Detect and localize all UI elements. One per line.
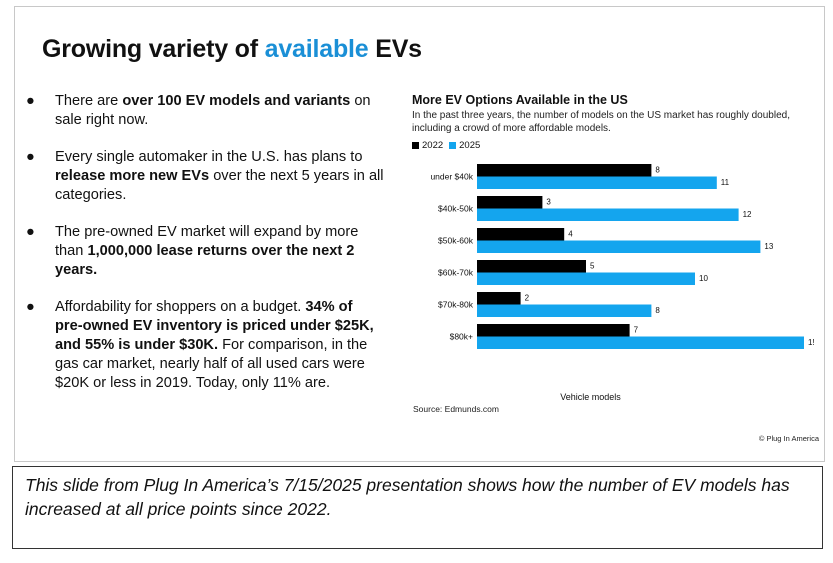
bullet-text: There are [55,93,123,109]
bar-2025 [477,208,739,221]
bullet-text: Affordability for shoppers on a budget. [55,299,306,315]
data-label-2022: 3 [546,197,551,206]
bullet-marker: ● [26,299,35,315]
bullet-list: ● There are over 100 EV models and varian… [26,92,384,411]
bullet-text: The pre-owned EV market will expand by m… [55,224,359,259]
bullet-text: Every single automaker in the U.S. has p… [55,149,363,165]
bullet-text: on sale right now. [55,93,371,128]
legend-item-2022: 2022 [412,140,443,151]
data-label-2025: 13 [764,242,773,251]
title-highlight: available [264,35,369,63]
chart-legend: 2022 2025 [412,140,480,151]
caption-box: This slide from Plug In America’s 7/15/2… [12,466,823,549]
category-label: $50k-60k [438,236,474,246]
data-label-2022: 7 [634,325,639,334]
bar-2025 [477,304,652,317]
category-label: $40k-50k [438,204,474,214]
chart-subtitle: In the past three years, the number of m… [412,110,790,134]
data-label-2022: 5 [590,261,595,270]
bullet-item: ● The pre-owned EV market will expand by … [26,223,384,280]
bar-chart: under $40k 8 11 $40k-50k 3 12 $50k-60k 4 13 $60k-… [430,164,815,402]
legend-label-2022: 2022 [422,140,444,151]
bar-2022 [477,324,630,337]
slide-title: Growing variety of available EVs [42,35,422,64]
legend-item-2025: 2025 [449,140,480,151]
copyright: © Plug In America [758,434,819,443]
data-label-2025: 8 [655,306,660,315]
data-label-2022: 8 [655,165,660,174]
bullet-bold-text: 1,000,000 lease returns over the next 2 … [55,243,355,278]
bullet-marker: ● [26,93,35,109]
bullet-item: ● Every single automaker in the U.S. has … [26,148,384,205]
title-text: Growing variety of [42,35,265,63]
data-label-2022: 2 [525,293,530,302]
category-label: $80k+ [450,332,473,342]
title-suffix: EVs [368,35,422,63]
bar-2025 [477,336,804,349]
data-label-2022: 4 [568,229,573,238]
slide: Growing variety of available EVs [14,6,825,462]
bullet-bold-text: release more new EVs [55,168,210,184]
bullet-bold-text: over 100 EV models and variants [122,93,351,109]
data-label-2025: 1! [808,338,815,347]
legend-label-2025: 2025 [459,140,481,151]
x-axis-label: Vehicle models [560,392,621,402]
category-label: $70k-80k [438,300,474,310]
bullet-marker: ● [26,149,35,165]
category-label: under $40k [430,172,473,182]
bullet-text: over the next 5 years in all categories. [55,168,384,203]
bullet-item: ● Affordability for shoppers on a budget.… [26,298,384,393]
bar-2022 [477,196,543,209]
bar-2022 [477,292,521,305]
legend-swatch-2025 [449,142,457,149]
data-label-2025: 12 [743,210,752,219]
category-label: $60k-70k [438,268,474,278]
chart-title: More EV Options Available in the US [412,93,628,107]
data-label-2025: 10 [699,274,708,283]
legend-swatch-2022 [412,142,419,149]
bullet-item: ● There are over 100 EV models and varian… [26,92,384,130]
bar-2022 [477,164,652,177]
bar-2025 [477,272,695,285]
bar-2022 [477,228,565,241]
bar-2022 [477,260,586,273]
bullet-text: For comparison, in the gas car market, n… [55,337,368,391]
data-label-2025: 11 [721,178,730,187]
bullet-marker: ● [26,224,35,240]
bar-2025 [477,176,717,189]
bullet-bold-text: 34% of pre-owned EV inventory is priced … [55,299,374,353]
bar-2025 [477,240,761,253]
chart-source: Source: Edmunds.com [413,404,499,414]
